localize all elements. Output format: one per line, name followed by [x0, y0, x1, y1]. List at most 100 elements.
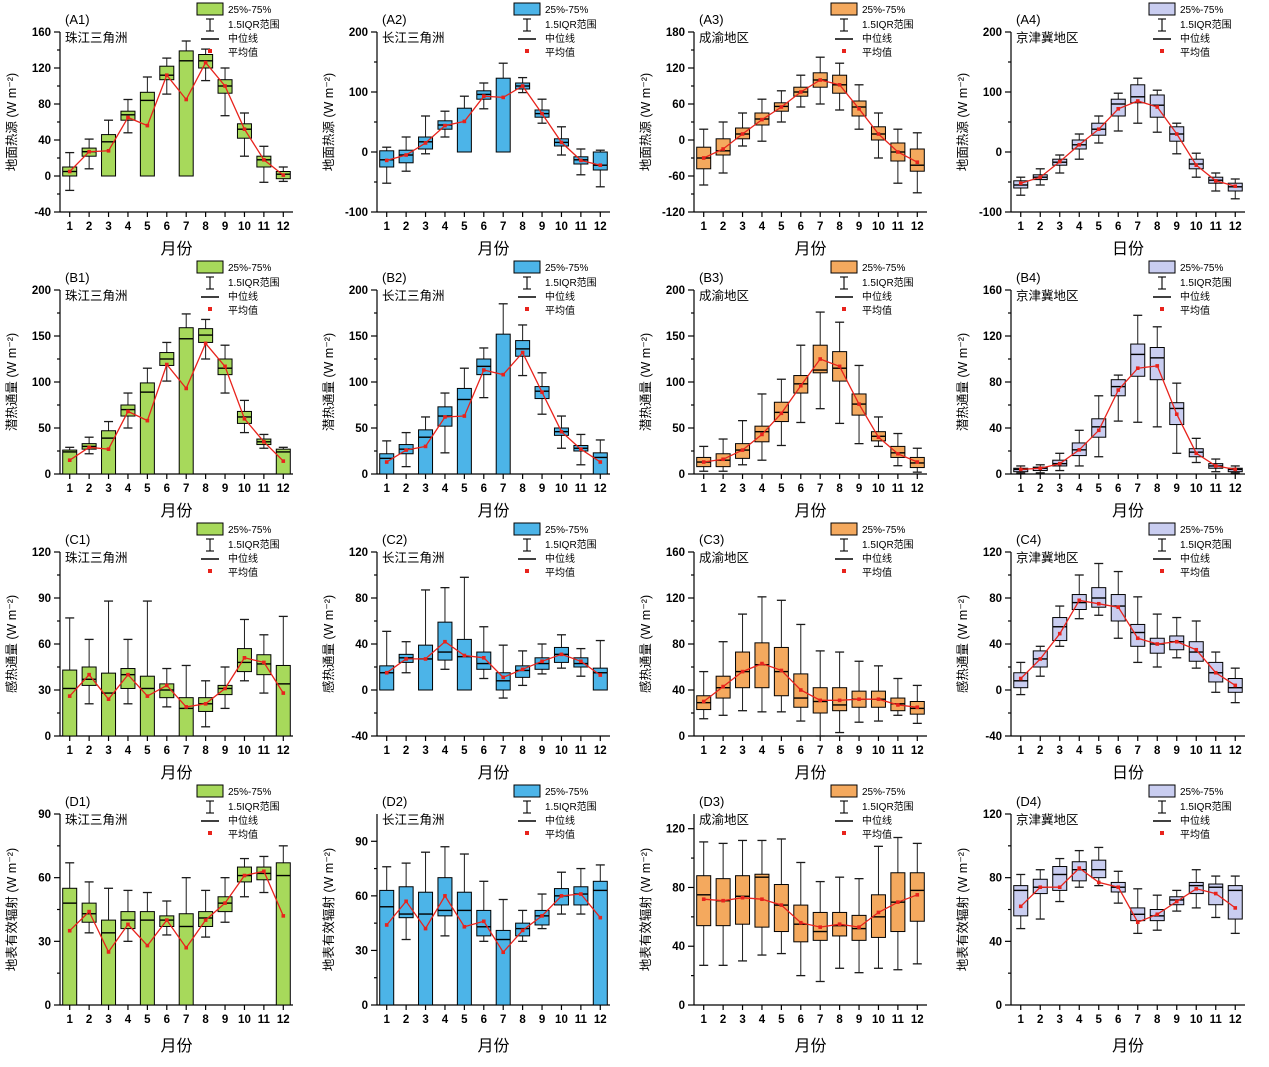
mean-marker — [857, 402, 861, 406]
mean-line — [1020, 365, 1236, 471]
mean-line — [703, 662, 918, 708]
legend-iqr-label: 1.5IQR范围 — [1180, 276, 1232, 289]
mean-marker — [262, 869, 266, 874]
mean-marker — [1077, 598, 1082, 603]
x-tick-label: 3 — [105, 221, 111, 233]
legend-iqr-label: 1.5IQR范围 — [228, 276, 280, 289]
iqr-box — [1110, 379, 1126, 397]
mean-marker — [915, 460, 920, 464]
box-month-12 — [275, 845, 291, 1006]
x-axis-label: 月份 — [477, 1037, 509, 1055]
y-axis-label: 潜热通量 (W m⁻²) — [5, 333, 19, 431]
x-tick-label: 4 — [442, 1014, 449, 1026]
x-axis-label: 月份 — [160, 240, 192, 258]
legend-iqr-icon — [523, 276, 531, 290]
x-tick-label: 2 — [403, 483, 409, 495]
mean-marker — [106, 447, 111, 451]
y-tick-label: 40 — [989, 936, 1002, 948]
mean-marker — [242, 873, 247, 878]
mean-marker — [579, 447, 583, 451]
mean-marker — [184, 386, 189, 391]
legend-box-swatch — [1148, 522, 1176, 536]
box-month-7 — [178, 664, 194, 737]
y-tick-label: 150 — [32, 331, 51, 343]
iqr-box — [476, 651, 492, 670]
mean-marker — [760, 432, 764, 437]
x-tick-label: 10 — [1190, 745, 1203, 757]
legend-iqr-icon — [206, 800, 214, 814]
mean-marker — [262, 440, 266, 444]
box-month-1 — [696, 841, 712, 966]
legend-mean-label: 平均值 — [545, 304, 575, 317]
mean-marker — [462, 414, 467, 418]
plot-title: (D3) — [699, 794, 724, 809]
legend-iqr-icon — [840, 276, 848, 290]
legend-mean-icon — [1160, 307, 1164, 311]
box-month-3 — [418, 115, 434, 155]
y-axis-label: 潜热通量 (W m⁻²) — [322, 333, 336, 431]
x-tick-label: 7 — [500, 221, 506, 233]
legend-box-swatch — [1148, 260, 1176, 274]
legend-mean-label: 平均值 — [1180, 304, 1210, 317]
x-tick-label: 11 — [1210, 745, 1223, 757]
boxes — [1013, 314, 1243, 474]
x-axis-label: 月份 — [794, 240, 826, 258]
x-tick-label: 11 — [575, 1014, 588, 1026]
x-tick-label: 4 — [1076, 745, 1083, 757]
mean-marker — [1018, 181, 1023, 185]
x-tick-label: 10 — [1190, 483, 1203, 495]
mean-marker — [501, 950, 506, 955]
box-month-9 — [217, 877, 233, 923]
x-tick-label: 12 — [911, 1014, 924, 1026]
mean-line — [703, 79, 918, 163]
box-month-3 — [735, 839, 751, 962]
iqr-box — [62, 449, 78, 475]
y-tick-label: 120 — [666, 593, 685, 605]
iqr-box — [139, 382, 155, 475]
plot-title: (A3) — [699, 12, 724, 27]
mean-marker — [1018, 467, 1023, 472]
legend-box-label: 25%-75% — [545, 525, 588, 536]
x-tick-label: 9 — [1174, 745, 1180, 757]
x-tick-label: 12 — [277, 1014, 290, 1026]
mean-marker — [1174, 899, 1179, 904]
mean-marker — [443, 415, 447, 419]
legend-median-label: 中位线 — [228, 814, 258, 827]
box-month-10 — [1188, 620, 1204, 669]
iqr-box — [62, 887, 78, 1006]
x-tick-label: 4 — [759, 745, 766, 757]
legend-box-label: 25%-75% — [1180, 5, 1223, 16]
y-tick-label: 40 — [355, 639, 368, 651]
y-tick-label: 60 — [672, 99, 685, 111]
mean-marker — [67, 928, 72, 933]
x-axis-label: 月份 — [160, 1037, 192, 1055]
legend-box-label: 25%-75% — [1180, 787, 1223, 798]
mean-marker — [443, 123, 447, 128]
plot-title: (C1) — [65, 532, 90, 547]
cell-C3: 0 40 80 120 160 1 2 3 4 5 6 7 8 9 10 11 12 (C3) 成渝地区 感热通量 (… — [634, 520, 951, 782]
mean-marker — [740, 132, 745, 136]
y-tick-label: 0 — [362, 469, 368, 481]
boxes — [62, 600, 291, 737]
y-tick-label: 40 — [672, 941, 685, 953]
box-month-3 — [101, 119, 117, 177]
x-tick-label: 8 — [519, 745, 526, 757]
box-month-1 — [62, 617, 78, 737]
x-tick-label: 12 — [911, 483, 924, 495]
x-tick-label: 2 — [1037, 1014, 1043, 1026]
x-tick-label: 11 — [1210, 483, 1223, 495]
plot-title: (B1) — [65, 270, 90, 285]
y-tick-label: 90 — [38, 593, 51, 605]
iqr-box — [275, 664, 291, 737]
x-tick-label: 8 — [202, 483, 209, 495]
x-tick-label: 3 — [739, 483, 745, 495]
y-axis-label: 地面热源 (W m⁻²) — [322, 73, 336, 171]
x-tick-label: 12 — [277, 221, 290, 233]
mean-marker — [1018, 904, 1023, 909]
boxes — [1013, 77, 1243, 200]
y-tick-label: 0 — [362, 685, 368, 697]
x-tick-label: 10 — [872, 1014, 885, 1026]
iqr-box — [178, 913, 194, 1006]
iqr-box — [178, 327, 194, 475]
